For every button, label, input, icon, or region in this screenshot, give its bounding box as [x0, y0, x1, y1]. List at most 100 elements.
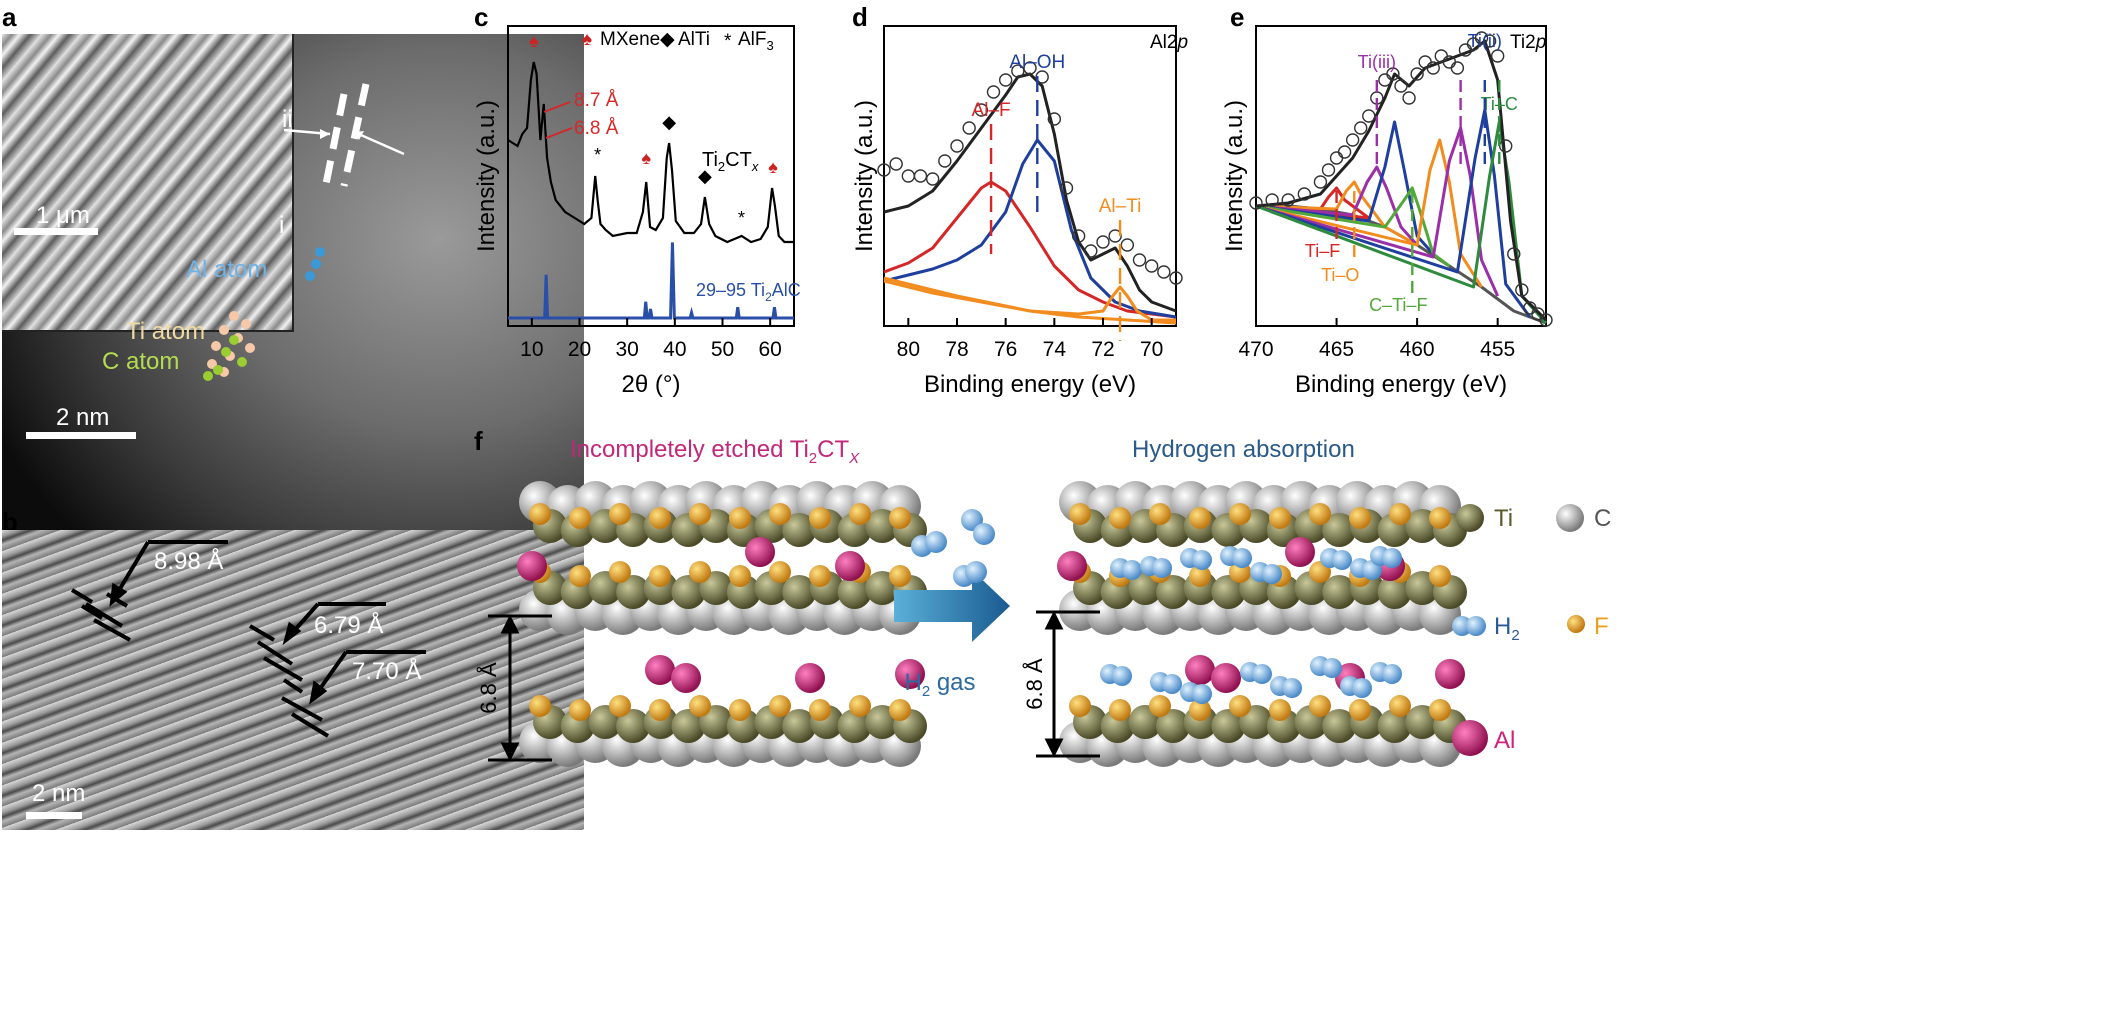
data-point [877, 163, 891, 177]
data-point [1354, 121, 1368, 135]
f-atom [1229, 503, 1251, 525]
dash-marker-2 [340, 83, 370, 187]
f-atom [809, 699, 831, 721]
al-atom [671, 663, 701, 693]
peak-label-aloh: Al–OH [1009, 52, 1065, 73]
spacing-label-3: 7.70 Å [352, 658, 422, 685]
dash-marker-1 [320, 93, 348, 195]
legend-alf3: AlF3 [738, 29, 774, 53]
f-atom [729, 699, 751, 721]
f-atom [889, 507, 911, 529]
f-atom [1149, 695, 1171, 717]
c-atom-label: C atom [102, 348, 180, 375]
panel-a-overlay [203, 83, 405, 381]
data-point [998, 73, 1013, 87]
roman-ii-label: ii [282, 106, 293, 133]
inset-scale-label: 1 μm [36, 202, 90, 229]
legend-f-label: F [1594, 613, 1609, 640]
ti-atom [1211, 709, 1246, 743]
legend-c-icon [1556, 504, 1584, 532]
f-atom [1189, 699, 1211, 721]
data-point [1474, 31, 1489, 45]
h2-atom [973, 523, 995, 545]
data-point [1249, 196, 1263, 210]
h-atom [1252, 664, 1272, 684]
h-atom [1352, 678, 1372, 698]
c-atom-dot [229, 335, 239, 345]
legend-alf3-icon: * [724, 31, 732, 52]
reaction-arrow [894, 570, 1010, 642]
peak-marker: ♠ [768, 157, 778, 177]
ti-atom [1156, 575, 1191, 609]
data-point [1499, 139, 1513, 153]
c-atom-dot [213, 365, 223, 375]
c-atom-dot [237, 357, 247, 367]
f-atom [849, 695, 871, 717]
x-tick-label: 76 [994, 338, 1017, 361]
roman-i-label: i [279, 212, 285, 239]
h-atom [1232, 548, 1252, 568]
f-atom [689, 561, 711, 583]
ti-atom [782, 709, 817, 743]
tem-image-a: 1 μm ii i Al atom Ti atom C atom 2 nm [2, 34, 584, 622]
peak-label-tiiii: Ti(iii) [1358, 52, 1396, 72]
al-atom [517, 551, 547, 581]
f-atom [769, 561, 791, 583]
ti-atom [671, 709, 706, 743]
peak-label-tif: Ti–F [1305, 241, 1340, 261]
data-point [1144, 259, 1159, 273]
peak-label-tii: Ti(ii) [1468, 31, 1502, 51]
h-atom [1382, 664, 1402, 684]
ti-atom [782, 575, 817, 609]
f-atom [529, 695, 551, 717]
f-atom [689, 695, 711, 717]
f-atom [1189, 507, 1211, 529]
peak-marker: ◆ [698, 166, 712, 186]
al-atom-label: Al atom [186, 256, 268, 283]
ti-atom [837, 575, 872, 609]
al-atom [895, 659, 925, 689]
data-point [1047, 112, 1062, 126]
x-tick-label: 50 [711, 338, 734, 361]
scale-bar-a [26, 432, 136, 439]
legend-c-label: C [1594, 505, 1611, 532]
x-tick-label: 10 [520, 338, 543, 361]
spacing-marker-left [488, 614, 552, 762]
al-atom-dot [315, 247, 325, 257]
al-atom-dot [311, 259, 321, 269]
panel-c-letter: c [474, 2, 489, 32]
series-al-ti [883, 276, 1176, 322]
peak-marker: * [738, 208, 745, 228]
data-point [1265, 193, 1279, 207]
data-point [1157, 265, 1171, 279]
c-atom-dot [203, 371, 213, 381]
data-point [1313, 175, 1328, 189]
data-point [925, 172, 940, 186]
peak-marker: * [594, 145, 601, 165]
al-atom-dot [305, 271, 315, 281]
panel-a-letter: a [2, 2, 17, 32]
h-atom [1192, 550, 1212, 570]
legend-mxene-icon: ♠ [582, 29, 592, 50]
peak-marker: ♠ [641, 148, 651, 168]
al-atom [1435, 659, 1465, 689]
f-atom [1429, 507, 1451, 529]
data-point [1394, 79, 1408, 93]
data-point [1434, 49, 1448, 63]
legend-mxene: MXene [600, 29, 660, 50]
legend-al-label: Al [1494, 727, 1515, 754]
data-point [1507, 247, 1521, 261]
x-tick-label: 470 [1238, 338, 1273, 361]
al-atom [1185, 655, 1215, 685]
h-atom [1152, 558, 1172, 578]
structure-left [517, 481, 927, 767]
h-atom [1282, 678, 1302, 698]
ti-atom [616, 575, 651, 609]
legend-alti: AlTi [678, 29, 710, 50]
al-atom [645, 655, 675, 685]
series-ti2ctx [507, 61, 794, 244]
h-atom [1162, 674, 1182, 694]
f-atom [529, 503, 551, 525]
f-atom [1309, 695, 1331, 717]
inset-scale-bar [14, 228, 98, 235]
